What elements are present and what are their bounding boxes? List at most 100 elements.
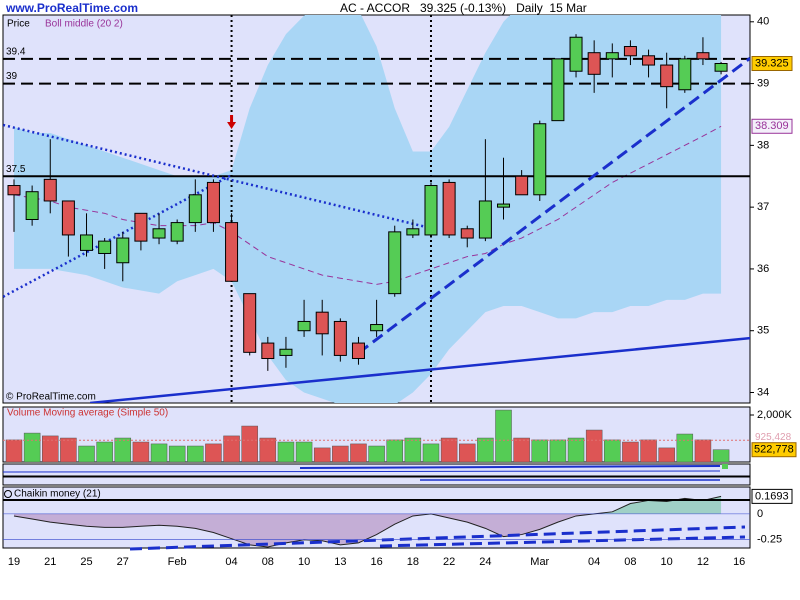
volume-bar (567, 437, 585, 462)
site-name: www.ProRealTime.com (5, 1, 138, 15)
y-tick-label: 37 (757, 201, 769, 213)
x-tick-label: 04 (225, 556, 237, 568)
volume-bar (313, 447, 331, 462)
candle-body (551, 58, 565, 122)
chaikin-area (14, 513, 722, 547)
last-price-box (751, 56, 793, 71)
candle-body (497, 203, 511, 208)
candle-body (351, 342, 365, 360)
volume-bar (42, 435, 59, 462)
candle-body (478, 200, 492, 239)
volume-plot (3, 409, 750, 462)
y-tick-label: 36 (757, 263, 769, 275)
x-tick-label: 24 (479, 556, 491, 568)
candle-body (152, 228, 166, 239)
stoch-line (299, 465, 721, 469)
volume-bar (549, 439, 567, 462)
volume-bar (60, 437, 77, 462)
x-tick-label: Mar (530, 556, 549, 568)
volume-bar (277, 441, 295, 462)
candle-body (25, 191, 39, 221)
x-tick-label: 08 (624, 556, 636, 568)
candle-body (642, 55, 656, 66)
y-tick-label: 2,000K (757, 409, 793, 421)
chaikin-line (13, 495, 722, 548)
y-tick-label: 35 (757, 325, 769, 337)
volume-bar (223, 435, 240, 462)
volume-bar (168, 445, 186, 462)
candle-body (678, 58, 692, 91)
volume-bar (604, 439, 621, 462)
candle-body (460, 228, 474, 239)
last-volume-label: 522,778 (754, 444, 794, 456)
candle-body (370, 324, 384, 332)
signal-line (129, 525, 746, 551)
chaikin-area (14, 496, 722, 514)
candle-body (315, 311, 329, 335)
x-tick-label: 12 (697, 556, 709, 568)
volume-bar (404, 437, 422, 462)
trendline (3, 123, 432, 230)
last-value-box (751, 488, 793, 504)
x-tick-label: 19 (8, 556, 20, 568)
candle-body (225, 222, 239, 282)
candle-body (569, 36, 583, 72)
stoch-panel (2, 476, 751, 486)
chart-title: AC - ACCOR 39.325 (-0.13%) Daily 15 Mar (340, 1, 587, 15)
volume-bar (350, 443, 367, 462)
x-tick-label: 25 (80, 556, 92, 568)
candle-body (660, 64, 674, 88)
candle-body (297, 320, 311, 332)
y-tick-label: -0.25 (757, 534, 782, 546)
bollinger-band (14, 15, 722, 403)
candle-body (587, 52, 601, 75)
volume-bar (694, 439, 712, 462)
last-volume-box (751, 442, 797, 458)
x-tick-label: 16 (733, 556, 745, 568)
volume-bar (495, 409, 512, 462)
x-tick-label: Feb (168, 556, 187, 568)
stoch-marker (722, 464, 728, 469)
x-tick-label: 10 (661, 556, 673, 568)
level-label: 39 (6, 71, 18, 82)
volume-title: Volume Moving average (Simple 50) (7, 408, 168, 419)
x-tick-label: 04 (588, 556, 600, 568)
level-label: 39.4 (6, 47, 26, 58)
volume-bar (259, 437, 277, 462)
volume-bar (640, 439, 657, 462)
y-tick-label: 39 (757, 77, 769, 89)
candle-body (116, 237, 130, 264)
volume-bar (658, 447, 675, 462)
volume-ma-label: 925,428 (755, 432, 792, 443)
x-tick-label: 10 (298, 556, 310, 568)
candle-body (243, 293, 257, 353)
candle-body (61, 200, 75, 236)
middle-label: 38.309 (755, 120, 789, 132)
volume-bar (187, 445, 204, 462)
volume-bar (622, 441, 639, 462)
candle-body (424, 185, 438, 236)
volume-bar (78, 445, 95, 462)
volume-bar (96, 441, 113, 462)
candle-body (43, 178, 57, 202)
chaikin-title: Chaikin money (21) (14, 489, 101, 500)
x-tick-label: 16 (370, 556, 382, 568)
candle-body (406, 228, 420, 236)
price-plot (3, 15, 750, 403)
y-tick-label: 38 (757, 139, 769, 151)
boll-middle (13, 125, 722, 285)
volume-bar (132, 441, 150, 462)
legend-boll: Boll middle (20 2) (45, 19, 123, 30)
candle-body (623, 46, 637, 57)
candle-body (98, 240, 112, 254)
candle-body (515, 175, 529, 196)
volume-bar (712, 449, 730, 462)
volume-bar (5, 439, 23, 462)
volume-bar (459, 443, 476, 462)
x-tick-label: 08 (262, 556, 274, 568)
candle-body (261, 342, 275, 360)
legend-price: Price (7, 19, 30, 30)
x-tick-label: 18 (407, 556, 419, 568)
